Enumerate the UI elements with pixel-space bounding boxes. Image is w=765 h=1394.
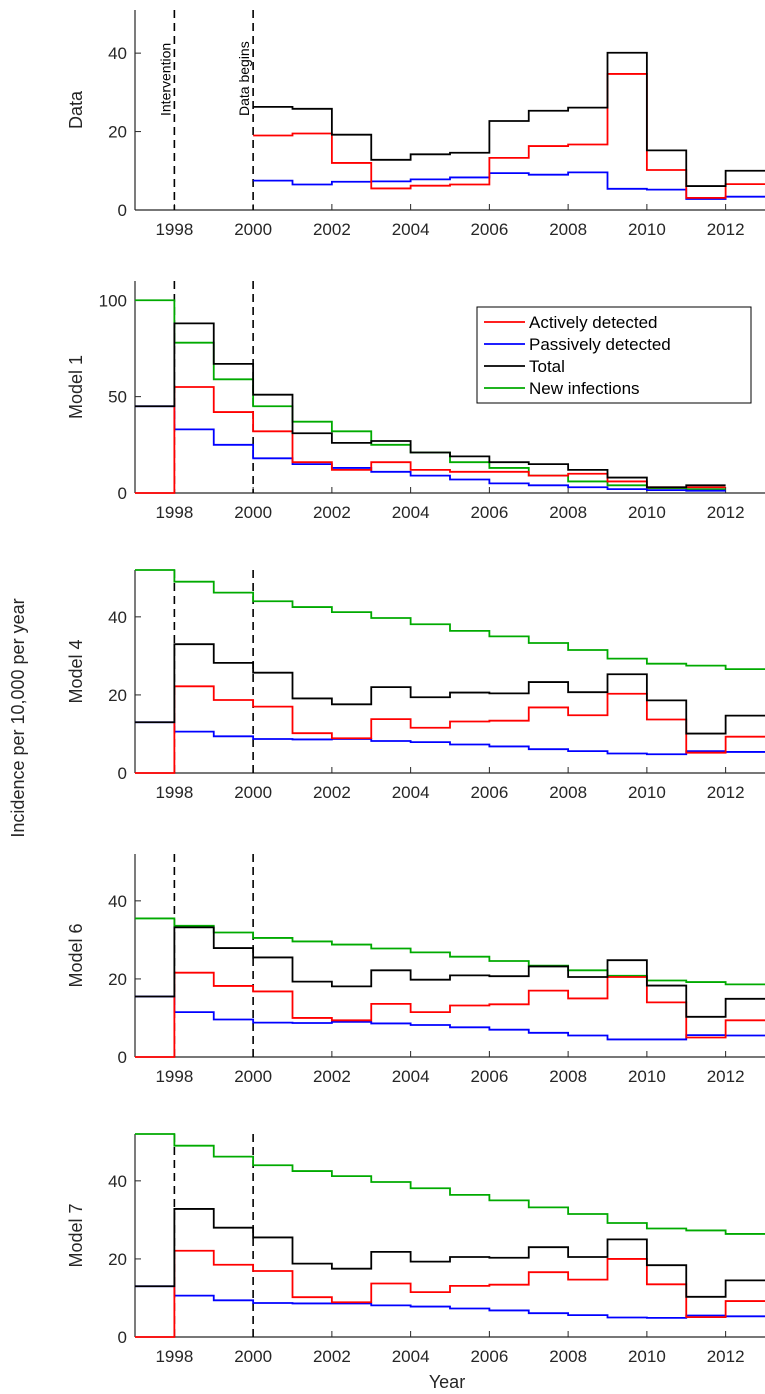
y-tick-label: 40 <box>108 44 127 63</box>
x-tick-label: 2006 <box>470 503 508 522</box>
panel-4: Model 6 0 20 40 1998 2000 2002 2004 2006 2008 2010… <box>66 854 765 1086</box>
y-tick-label: 0 <box>118 1048 127 1067</box>
x-tick-label: 2000 <box>234 220 272 239</box>
y-tick-label: 100 <box>99 291 127 310</box>
annotation-1: Intervention <box>157 43 173 116</box>
y-axis-label: Data <box>66 90 86 129</box>
y-tick-label: 20 <box>108 1250 127 1269</box>
legend-label-passive: Passively detected <box>529 335 671 354</box>
series-total <box>135 1208 765 1298</box>
x-tick-label: 2004 <box>392 783 430 802</box>
y-tick-label: 0 <box>118 764 127 783</box>
y-tick-label: 0 <box>118 484 127 503</box>
panel-5: Model 7 0 20 40 1998 2000 2002 2004 2006 2008 2010… <box>66 1133 765 1366</box>
y-tick-label: 20 <box>108 686 127 705</box>
y-tick-label: 0 <box>118 201 127 220</box>
x-tick-label: 2004 <box>392 1067 430 1086</box>
series-total <box>135 322 726 489</box>
series-passive <box>135 1285 765 1319</box>
x-tick-label: 2010 <box>628 783 666 802</box>
series-active <box>135 1249 765 1338</box>
y-tick-label: 40 <box>108 892 127 911</box>
panel-3: Model 4 0 20 40 1998 2000 2002 2004 2006 2008 2010… <box>66 569 765 802</box>
x-tick-label: 2008 <box>549 1067 587 1086</box>
x-tick-label: 2002 <box>313 503 351 522</box>
x-tick-label: 2006 <box>470 1067 508 1086</box>
x-tick-label: 2010 <box>628 220 666 239</box>
legend: Actively detected Passively detected Total… <box>476 306 752 404</box>
y-tick-label: 0 <box>118 1328 127 1347</box>
x-tick-label: 2004 <box>392 220 430 239</box>
x-tick-label: 2008 <box>549 783 587 802</box>
x-tick-label: 1998 <box>155 503 193 522</box>
y-tick-label: 40 <box>108 1172 127 1191</box>
x-tick-label: 2012 <box>707 220 745 239</box>
x-tick-label: 2000 <box>234 1347 272 1366</box>
x-tick-label: 2006 <box>470 220 508 239</box>
x-tick-label: 2012 <box>707 1067 745 1086</box>
legend-label-new: New infections <box>529 379 640 398</box>
annotation-2: Data begins <box>236 41 252 116</box>
legend-label-total: Total <box>529 357 565 376</box>
figure-xlabel: Year <box>429 1372 465 1392</box>
y-axis-label: Model 1 <box>66 355 86 419</box>
x-tick-label: 1998 <box>155 220 193 239</box>
x-tick-label: 2012 <box>707 1347 745 1366</box>
y-axis-label: Model 7 <box>66 1203 86 1267</box>
x-tick-label: 1998 <box>155 1347 193 1366</box>
x-tick-label: 2010 <box>628 503 666 522</box>
y-tick-label: 20 <box>108 970 127 989</box>
x-tick-label: 2002 <box>313 220 351 239</box>
series-new <box>135 917 765 986</box>
series-total <box>135 643 765 735</box>
x-tick-label: 2004 <box>392 503 430 522</box>
figure-ylabel: Incidence per 10,000 per year <box>8 598 28 837</box>
y-tick-label: 40 <box>108 608 127 627</box>
series-passive <box>135 405 726 492</box>
x-tick-label: 2006 <box>470 1347 508 1366</box>
x-tick-label: 2000 <box>234 1067 272 1086</box>
x-tick-label: 2004 <box>392 1347 430 1366</box>
series-active <box>253 73 765 199</box>
panel-2: Model 1 0 50 100 1998 2000 2002 2004 2006 2008 201… <box>66 281 765 522</box>
x-tick-label: 2002 <box>313 783 351 802</box>
y-tick-label: 20 <box>108 123 127 142</box>
y-axis-label: Model 4 <box>66 639 86 703</box>
x-tick-label: 2006 <box>470 783 508 802</box>
panel-1: Data 0 20 40 1998 2000 2002 2004 2006 2008 2010 201… <box>66 10 765 239</box>
x-tick-label: 2012 <box>707 503 745 522</box>
x-tick-label: 1998 <box>155 783 193 802</box>
x-tick-label: 2002 <box>313 1067 351 1086</box>
series-active <box>135 971 765 1058</box>
series-total <box>253 51 765 187</box>
series-new <box>135 569 765 671</box>
x-tick-label: 2000 <box>234 783 272 802</box>
series-total <box>135 926 765 1018</box>
x-tick-label: 2008 <box>549 503 587 522</box>
series-passive <box>135 721 765 756</box>
x-tick-label: 2002 <box>313 1347 351 1366</box>
x-tick-label: 2008 <box>549 1347 587 1366</box>
y-tick-label: 50 <box>108 388 127 407</box>
legend-box <box>476 306 752 404</box>
series-passive <box>135 995 765 1041</box>
x-tick-label: 2010 <box>628 1067 666 1086</box>
series-passive <box>253 171 765 200</box>
x-tick-label: 2012 <box>707 783 745 802</box>
x-tick-label: 2000 <box>234 503 272 522</box>
x-tick-label: 1998 <box>155 1067 193 1086</box>
series-active <box>135 685 765 774</box>
y-axis-label: Model 6 <box>66 923 86 987</box>
x-tick-label: 2008 <box>549 220 587 239</box>
x-tick-label: 2010 <box>628 1347 666 1366</box>
series-new <box>135 1133 765 1235</box>
legend-label-active: Actively detected <box>529 313 658 332</box>
